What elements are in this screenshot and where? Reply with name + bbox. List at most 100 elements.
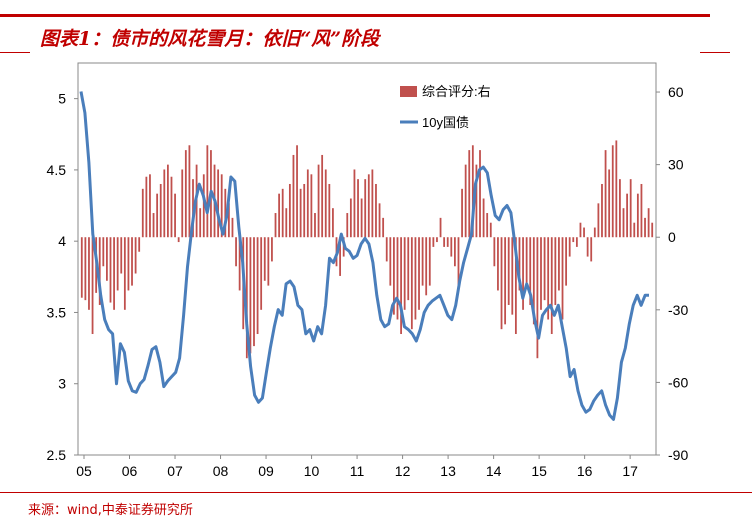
bar (507, 237, 510, 305)
bar (263, 237, 266, 281)
y-right-tick-label: 0 (668, 229, 676, 245)
bar (346, 213, 349, 238)
x-tick-label: 12 (395, 463, 411, 479)
x-tick-label: 16 (577, 463, 593, 479)
bar (497, 237, 499, 291)
bar (561, 237, 564, 320)
bar (461, 188, 463, 238)
bar (453, 237, 456, 267)
bar (357, 179, 359, 238)
bar (601, 183, 603, 238)
bar (608, 169, 611, 238)
bar (647, 208, 650, 238)
y-right-tick-label: 60 (668, 84, 684, 100)
bar (113, 237, 115, 310)
bar (518, 237, 521, 291)
bar (522, 237, 524, 310)
bar (393, 237, 395, 315)
bar (511, 237, 514, 315)
bar (353, 169, 356, 238)
bar (235, 237, 237, 267)
legend-line-label: 10y国债 (422, 115, 469, 130)
bar (651, 222, 654, 238)
bar (339, 237, 341, 276)
bar (558, 237, 560, 291)
bar (450, 237, 453, 257)
bar (514, 237, 517, 335)
bar (102, 237, 105, 267)
x-tick-label: 14 (486, 463, 502, 479)
title-rule-right (700, 52, 730, 53)
bar (436, 237, 438, 243)
bar (274, 213, 277, 238)
bar (482, 198, 485, 238)
bar (464, 164, 467, 238)
bar (138, 237, 141, 252)
bar (202, 174, 205, 238)
bar (249, 237, 252, 354)
bar (619, 179, 621, 238)
x-tick-label: 08 (213, 463, 229, 479)
bar (314, 213, 316, 238)
x-tick-label: 09 (258, 463, 274, 479)
y-right-tick-label: -30 (668, 302, 688, 318)
bar (317, 164, 320, 238)
bar (288, 183, 291, 238)
bar (199, 208, 202, 238)
bar (640, 183, 643, 238)
bar (192, 179, 194, 238)
bar (644, 217, 646, 238)
bar (120, 237, 123, 274)
bottom-rule (0, 492, 752, 493)
bar (292, 154, 295, 238)
bar (547, 237, 550, 320)
bar (389, 237, 392, 286)
bar (364, 179, 367, 238)
bar (378, 203, 381, 238)
bar (622, 208, 625, 238)
bar (626, 193, 628, 238)
bar (296, 145, 298, 238)
bar (98, 237, 101, 305)
bar (615, 140, 618, 238)
y-left-tick-label: 4 (58, 233, 66, 249)
bar (565, 237, 568, 286)
line-10y-treasury (79, 91, 649, 421)
bar (486, 213, 489, 238)
bar (149, 174, 151, 238)
bar (116, 237, 119, 291)
bar (310, 174, 313, 238)
y-left-tick-label: 3.5 (47, 304, 67, 320)
bar (428, 237, 431, 286)
bar (174, 193, 176, 238)
bar (220, 174, 223, 238)
bar (500, 237, 503, 330)
legend-bar-swatch (400, 86, 417, 97)
bar (360, 198, 363, 238)
bar (299, 188, 302, 238)
bar (156, 193, 159, 238)
bar (145, 176, 148, 238)
bar (439, 217, 442, 238)
bar (382, 217, 385, 238)
bar (604, 150, 607, 238)
bar (184, 150, 187, 238)
bar (245, 237, 248, 359)
plot-frame (77, 62, 657, 456)
bar (224, 188, 227, 238)
bar (579, 222, 582, 238)
x-tick-label: 11 (350, 463, 365, 479)
bar (554, 237, 557, 305)
bar (303, 183, 306, 238)
bar (88, 237, 90, 310)
y-left-tick-label: 3 (58, 376, 66, 392)
bar (321, 154, 324, 238)
bar (271, 237, 273, 262)
chart: 2.5 3 3.5 4 4.5 5 -90 -60 -30 0 30 60 05 06 07 08 09 10 11… (47, 62, 688, 479)
bar (306, 169, 309, 238)
source-note: 来源：wind,中泰证券研究所 (28, 503, 193, 518)
y-right-tick-label: -90 (668, 447, 688, 463)
bar (493, 237, 496, 267)
bar (227, 203, 230, 238)
bar (177, 237, 180, 243)
